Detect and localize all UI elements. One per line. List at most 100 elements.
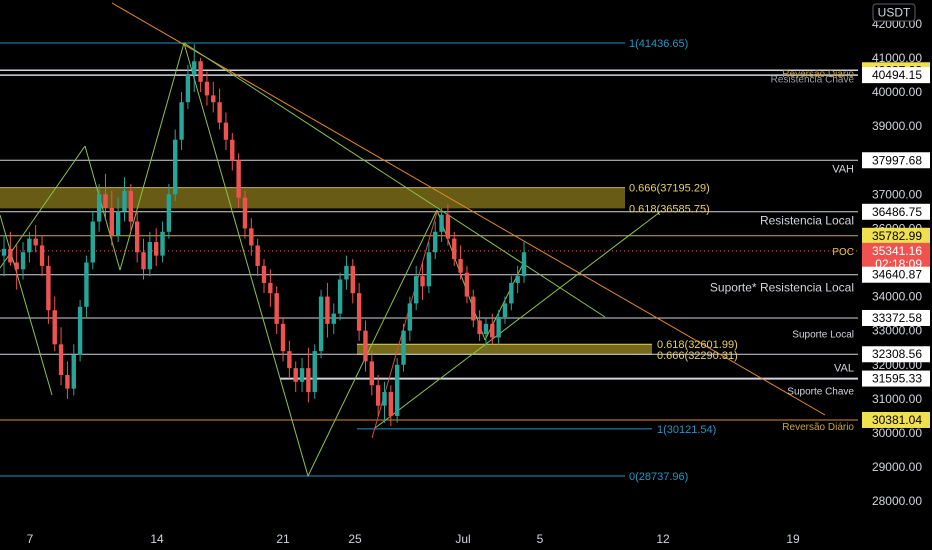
y-tick-label: 28000.00 [872,494,922,508]
level-label: POC [832,247,854,258]
price-tag-bg [862,346,930,363]
price-tag-text: 32308.56 [872,347,922,361]
candle-body [344,265,349,280]
candle-body [90,221,95,263]
candle-body [27,238,32,253]
candle-body [198,61,203,82]
candle-body [236,160,241,198]
candle-body [509,282,514,304]
x-tick-label: 21 [276,532,290,546]
zone-upper [0,187,625,209]
candlestick-series [1,44,527,427]
trend-line [307,209,438,477]
candle-body [293,368,298,382]
candle-body [128,190,134,222]
fib-label: 0(28737.96) [629,471,688,483]
candle-body [242,197,248,229]
candle-body [20,252,26,270]
candle-body [141,252,146,270]
fib-label: 1(30121.54) [657,424,716,436]
candle-body [306,368,311,393]
currency-badge[interactable]: USDT [872,3,916,22]
candle-body [153,242,159,256]
candle-body [185,74,191,103]
price-tag-bg [862,67,930,84]
x-tick-label: 12 [656,532,670,546]
fib-label: 0.666(37195.29) [629,183,710,195]
candle-body [261,265,267,283]
current-price-value: 35341.16 [872,244,922,258]
level-label: Suporte Chave [787,386,854,397]
candle-body [312,351,317,393]
trend-line [119,42,185,271]
candle-body [274,293,279,324]
candle-body [382,392,387,406]
candle-body [458,259,463,273]
candle-body [433,231,438,253]
candle-body [287,351,292,369]
price-tag-bg [862,309,930,326]
candle-body [521,252,527,277]
candle-body [325,296,330,324]
price-tag-bg [862,152,930,169]
y-tick-label: 29000.00 [872,460,922,474]
price-tag-text: 40494.15 [872,68,922,82]
trend-line [111,2,826,416]
candle-body [103,194,108,208]
y-tick-label: 41000.00 [872,51,922,65]
level-label: Reversão Diário [782,69,854,80]
price-tag-text: 36486.75 [872,205,922,219]
candle-body [192,61,197,75]
candle-body [14,262,19,270]
x-tick-label: 25 [348,532,362,546]
fib-label: 0.618(32601.99) [657,339,738,351]
candle-body [337,279,343,314]
candle-body [166,194,172,232]
candle-body [33,238,38,246]
candle-body [71,354,76,389]
level-label: VAH [832,164,854,176]
candle-body [280,323,286,352]
price-tag-text: 33372.58 [872,311,922,325]
y-tick-label: 40000.00 [872,85,922,99]
trend-line [0,214,53,396]
level-label: Resistencia Local [760,214,854,228]
candle-body [388,392,394,416]
price-tag-text: 35782.99 [872,229,922,243]
candle-body [401,330,406,365]
candle-body [413,276,419,304]
price-tag-bg [862,266,930,283]
candle-body [363,330,368,362]
time-axis[interactable]: 7 14 21 25 Jul 5 12 19 [27,532,800,546]
fib-label: 0.666(32290.31) [657,350,738,362]
candle-body [204,81,210,96]
level-label: Reversão Diário [782,422,854,433]
fib-label: 1(41436.65) [629,38,688,50]
candle-body [65,375,70,389]
y-tick-label: 31000.00 [872,392,922,406]
candle-body [160,231,165,256]
candle-body [268,282,273,294]
y-tick-label: 37000.00 [872,187,922,201]
level-label: Resistencia Chave [771,75,855,86]
candle-body [230,139,235,161]
candle-body [255,245,260,266]
trend-line [84,145,121,271]
y-tick-label: 30000.00 [872,426,922,440]
candle-body [426,252,432,287]
candle-body [8,248,13,263]
price-tag-bg [862,370,930,387]
candle-body [318,296,324,352]
candle-body [394,364,400,416]
candle-body [502,303,508,318]
candle-body [217,102,222,123]
candle-body [39,245,45,266]
candle-body [52,310,57,345]
candle-body [407,303,413,331]
y-tick-label: 33000.00 [872,324,922,338]
candle-body [420,276,425,287]
fibonacci-labels: 1(41436.65) 0.666(37195.29) 0.618(36585.75… [629,38,738,483]
candle-body [211,95,216,103]
